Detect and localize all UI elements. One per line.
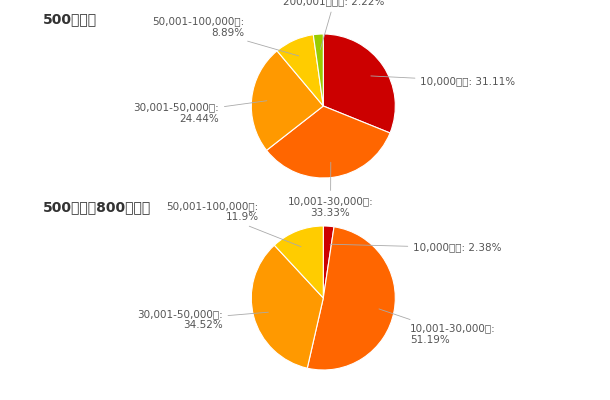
Text: 10,000未満: 2.38%: 10,000未満: 2.38% bbox=[330, 242, 502, 253]
Text: 30,001-50,000円:
34.52%: 30,001-50,000円: 34.52% bbox=[137, 309, 268, 330]
Text: 30,001-50,000円:
24.44%: 30,001-50,000円: 24.44% bbox=[133, 101, 267, 124]
Wedge shape bbox=[323, 226, 334, 298]
Wedge shape bbox=[251, 245, 323, 368]
Text: 50,001-100,000円:
11.9%: 50,001-100,000円: 11.9% bbox=[167, 201, 301, 247]
Wedge shape bbox=[314, 34, 323, 106]
Wedge shape bbox=[267, 106, 390, 178]
Wedge shape bbox=[277, 35, 323, 106]
Wedge shape bbox=[323, 34, 395, 133]
Wedge shape bbox=[251, 51, 323, 150]
Wedge shape bbox=[274, 226, 323, 298]
Wedge shape bbox=[307, 227, 395, 370]
Text: 10,000未満: 31.11%: 10,000未満: 31.11% bbox=[371, 76, 515, 86]
Text: 50,001-100,000円:
8.89%: 50,001-100,000円: 8.89% bbox=[152, 16, 299, 56]
Text: 10,001-30,000円:
51.19%: 10,001-30,000円: 51.19% bbox=[379, 309, 495, 345]
Text: 10,001-30,000円:
33.33%: 10,001-30,000円: 33.33% bbox=[288, 162, 373, 218]
Text: 500万未満: 500万未満 bbox=[43, 12, 97, 26]
Text: 200,001円以上: 2.22%: 200,001円以上: 2.22% bbox=[284, 0, 385, 50]
Text: 500万以上800万未満: 500万以上800万未満 bbox=[43, 200, 151, 214]
